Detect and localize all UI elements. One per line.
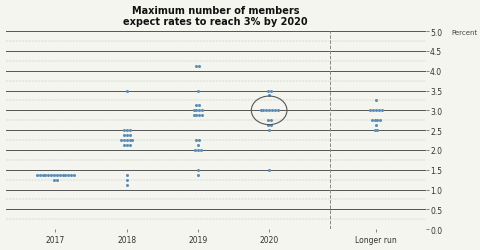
Y-axis label: Percent: Percent — [451, 30, 477, 36]
Title: Maximum number of members
expect rates to reach 3% by 2020: Maximum number of members expect rates t… — [123, 6, 308, 27]
